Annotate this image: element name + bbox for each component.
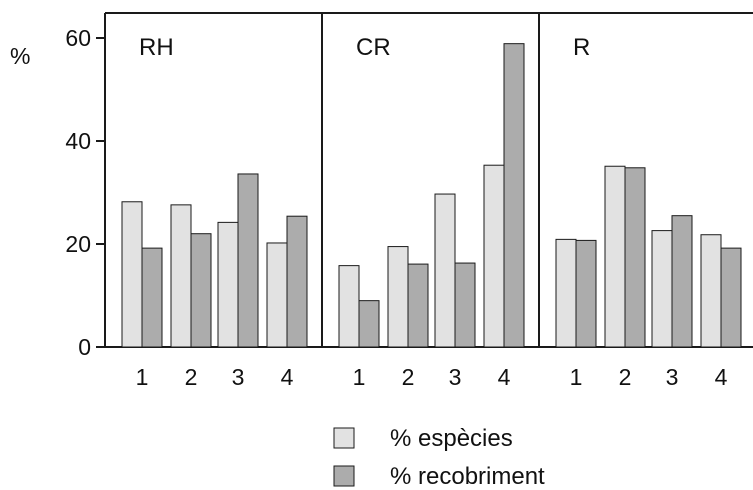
panel-label: R: [573, 34, 590, 61]
bar-especies: [170, 204, 192, 348]
bar-recobriment: [141, 247, 163, 348]
bar-recobriment: [503, 43, 525, 348]
bar-especies: [217, 221, 239, 348]
bar-especies: [483, 164, 505, 348]
bar-especies: [555, 238, 577, 348]
legend-swatch-especies: [333, 427, 355, 449]
x-tick-label: 2: [402, 364, 415, 390]
x-tick-label: 3: [449, 364, 462, 390]
bar-especies: [700, 234, 722, 348]
x-tick-label: 4: [498, 364, 511, 390]
bar-recobriment: [454, 262, 476, 348]
panel-label: RH: [139, 34, 174, 61]
x-tick-label: 3: [666, 364, 679, 390]
bar-recobriment: [237, 173, 259, 348]
bar-recobriment: [624, 167, 646, 348]
y-tick-label: 20: [65, 231, 91, 257]
x-tick-label: 1: [570, 364, 583, 390]
bar-especies: [338, 265, 360, 348]
bar-especies: [266, 242, 288, 348]
panel-rh: RH 1 2 3 4: [121, 34, 308, 390]
bar-especies: [604, 165, 626, 348]
bar-especies: [387, 246, 409, 348]
panel-label: CR: [356, 34, 391, 61]
bar-recobriment: [407, 263, 429, 348]
chart-panels: RH 1 2 3 4 CR 1 2 3 4 R 1 2 3 4: [121, 34, 742, 390]
x-tick-label: 1: [136, 364, 149, 390]
bar-recobriment: [286, 215, 308, 348]
x-tick-label: 4: [281, 364, 294, 390]
y-unit-label: %: [10, 43, 30, 69]
legend-label-recobriment: % recobriment: [390, 463, 545, 490]
bar-recobriment: [575, 239, 597, 348]
legend: % espècies % recobriment: [333, 425, 545, 490]
x-tick-label: 2: [619, 364, 632, 390]
axes: % 0 20 40 60: [10, 12, 753, 360]
y-tick-label: 0: [78, 334, 91, 360]
legend-swatch-recobriment: [333, 465, 355, 487]
bar-recobriment: [190, 233, 212, 348]
panel-r: R 1 2 3 4: [555, 34, 742, 390]
bar-recobriment: [671, 215, 693, 348]
panel-cr: CR 1 2 3 4: [338, 34, 525, 390]
bar-especies: [434, 193, 456, 348]
bar-recobriment: [720, 247, 742, 348]
y-tick-label: 60: [65, 25, 91, 51]
x-tick-label: 2: [185, 364, 198, 390]
bar-especies: [651, 230, 673, 348]
x-tick-label: 3: [232, 364, 245, 390]
legend-label-especies: % espècies: [390, 425, 513, 452]
bar-recobriment: [358, 300, 380, 348]
y-tick-label: 40: [65, 128, 91, 154]
x-tick-label: 4: [715, 364, 728, 390]
bar-especies: [121, 201, 143, 348]
x-tick-label: 1: [353, 364, 366, 390]
